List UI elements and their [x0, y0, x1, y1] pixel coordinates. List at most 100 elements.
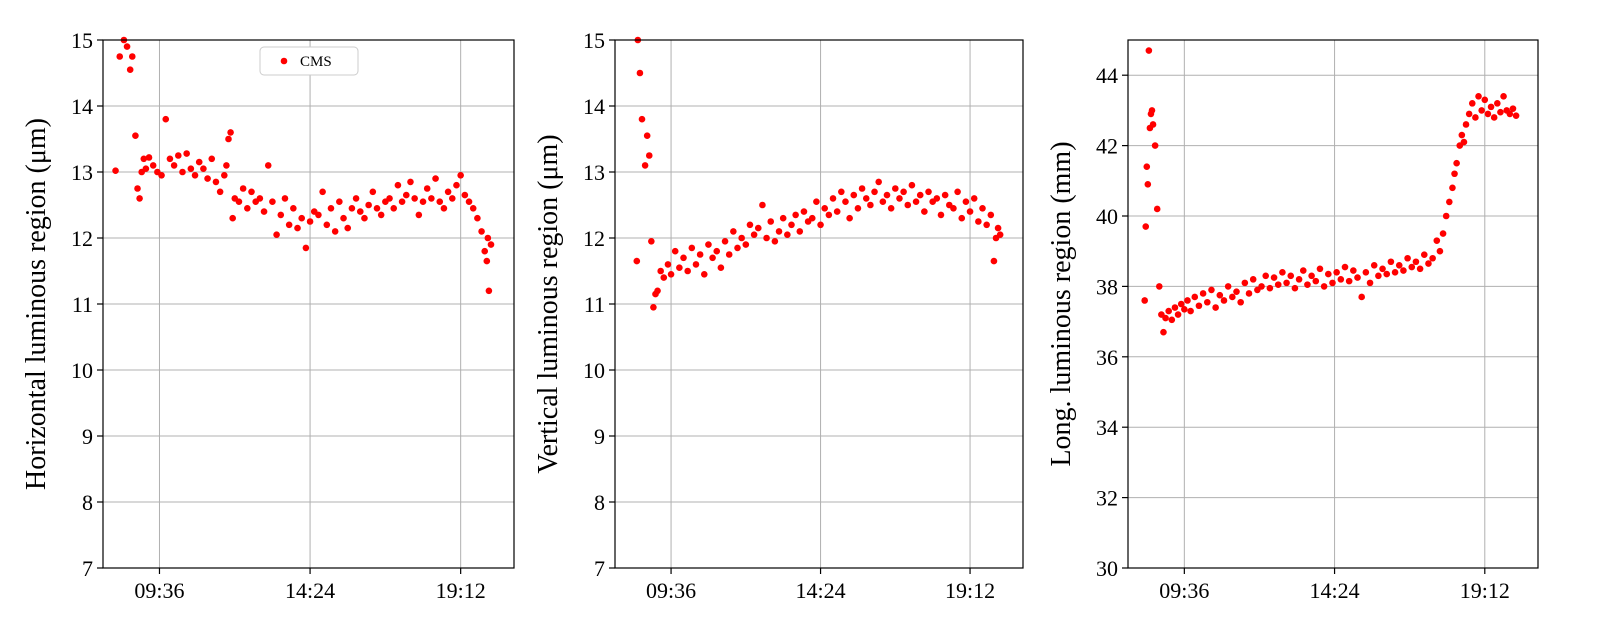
y-tick-label: 14 — [71, 94, 93, 119]
data-point — [1337, 276, 1345, 283]
data-point — [754, 224, 762, 232]
data-point — [1362, 269, 1370, 276]
data-point — [883, 191, 891, 199]
data-point — [846, 214, 853, 222]
data-point — [1429, 254, 1436, 262]
data-point — [369, 188, 377, 196]
data-point — [1366, 279, 1374, 287]
data-point — [1500, 93, 1507, 100]
data-point — [469, 205, 477, 212]
data-point — [1149, 121, 1157, 128]
data-point — [1408, 263, 1416, 271]
data-point — [817, 221, 824, 229]
data-point — [1195, 302, 1203, 310]
data-point — [356, 208, 364, 215]
data-point — [1481, 96, 1489, 104]
data-point — [742, 241, 750, 248]
data-point — [767, 218, 775, 225]
data-point — [1395, 261, 1403, 269]
data-point — [636, 69, 644, 77]
data-point — [875, 178, 882, 186]
data-point — [1144, 181, 1152, 188]
data-point — [958, 214, 966, 222]
data-point — [1416, 265, 1424, 273]
data-point — [1458, 131, 1466, 139]
data-point — [145, 154, 153, 161]
data-point — [1512, 112, 1520, 119]
data-point — [645, 152, 653, 159]
data-point — [428, 195, 435, 202]
data-point — [149, 162, 157, 169]
data-point — [667, 271, 675, 278]
legend: CMS — [259, 46, 359, 76]
data-point — [398, 198, 406, 205]
legend-box — [259, 46, 359, 76]
legend-entry: CMS — [300, 54, 332, 70]
data-point — [1142, 223, 1150, 230]
panel-horizontal: 7 8 9 10 11 12 13 14 15 09:36 14:24 19:12 Horizontal… — [21, 28, 515, 603]
data-point — [734, 244, 741, 252]
y-tick-label: 10 — [71, 358, 93, 383]
y-tick-label: 15 — [583, 28, 605, 53]
data-point — [116, 53, 124, 60]
y-tick-label: 40 — [1096, 204, 1118, 229]
data-point — [925, 188, 932, 196]
data-point — [1506, 110, 1514, 118]
data-point — [962, 198, 970, 205]
data-point — [979, 205, 986, 212]
data-point — [1475, 93, 1482, 100]
data-point — [1274, 281, 1282, 288]
data-point — [1404, 254, 1411, 262]
data-point — [1412, 258, 1420, 266]
data-point — [195, 158, 203, 166]
data-point — [713, 247, 721, 255]
data-point — [277, 211, 285, 219]
data-point — [937, 211, 945, 219]
data-point — [298, 214, 306, 222]
data-point — [1187, 307, 1194, 315]
data-point — [688, 244, 696, 252]
data-point — [692, 261, 700, 268]
data-point — [1387, 258, 1395, 266]
data-point — [746, 221, 754, 229]
data-point — [1420, 251, 1428, 259]
data-point — [361, 214, 368, 222]
x-tick-label: 19:12 — [945, 578, 995, 603]
data-point — [484, 234, 492, 242]
data-point — [461, 191, 469, 199]
data-point — [1162, 314, 1169, 322]
data-point — [290, 205, 297, 212]
data-point — [921, 208, 928, 215]
data-point — [485, 287, 493, 295]
data-point — [483, 257, 491, 265]
data-point — [1341, 263, 1349, 271]
y-tick-label: 7 — [594, 556, 605, 581]
data-point — [1462, 121, 1470, 128]
data-point — [229, 214, 236, 222]
data-point — [1391, 269, 1399, 276]
data-point — [407, 178, 414, 186]
y-tick-label: 36 — [1096, 345, 1118, 370]
data-point — [260, 208, 268, 215]
data-point — [158, 172, 165, 179]
data-point — [954, 188, 961, 196]
data-point — [1283, 279, 1290, 287]
y-tick-label: 30 — [1096, 556, 1118, 581]
data-point — [696, 251, 704, 258]
data-point — [1191, 293, 1199, 301]
data-point — [449, 195, 456, 202]
data-point — [862, 195, 870, 202]
data-point — [208, 155, 216, 163]
y-tick-label: 10 — [583, 358, 605, 383]
data-point — [700, 271, 708, 278]
data-point — [759, 201, 766, 209]
data-point — [1325, 270, 1332, 278]
data-point — [315, 211, 322, 219]
data-point — [1375, 272, 1382, 280]
data-point — [1181, 305, 1188, 313]
data-point — [123, 43, 131, 50]
data-point — [212, 178, 220, 186]
data-point — [179, 168, 186, 176]
data-point — [664, 261, 672, 268]
y-tick-label: 32 — [1096, 486, 1118, 511]
